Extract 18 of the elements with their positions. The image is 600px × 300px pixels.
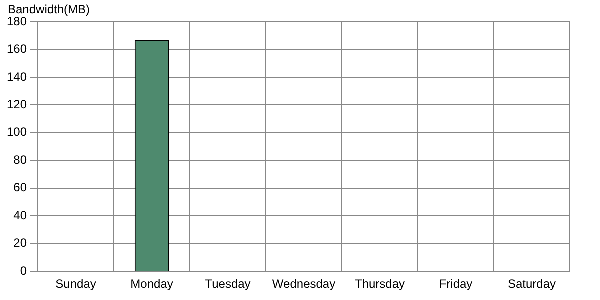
y-tick-label: 80: [14, 152, 28, 167]
y-tick-label: 40: [14, 208, 28, 222]
y-tick-label: 20: [14, 236, 28, 250]
y-tick-label: 100: [6, 125, 28, 140]
y-tick-label: 60: [14, 180, 28, 195]
x-tick-label: Thursday: [354, 277, 406, 292]
y-tick-label: 140: [6, 70, 28, 84]
x-tick-label: Tuesday: [205, 277, 251, 292]
y-tick-label: 120: [6, 98, 28, 112]
y-tick-label: 160: [6, 42, 28, 56]
y-tick-label: 180: [6, 14, 28, 28]
x-tick-label: Saturday: [508, 277, 556, 292]
x-tick-label: Monday: [130, 277, 174, 292]
y-tick-label: 0: [20, 264, 28, 278]
x-tick-label: Sunday: [56, 277, 96, 292]
x-tick-label: Wednesday: [272, 277, 336, 292]
y-axis-title: Bandwidth(MB): [8, 2, 90, 16]
x-tick-label: Friday: [439, 277, 473, 292]
